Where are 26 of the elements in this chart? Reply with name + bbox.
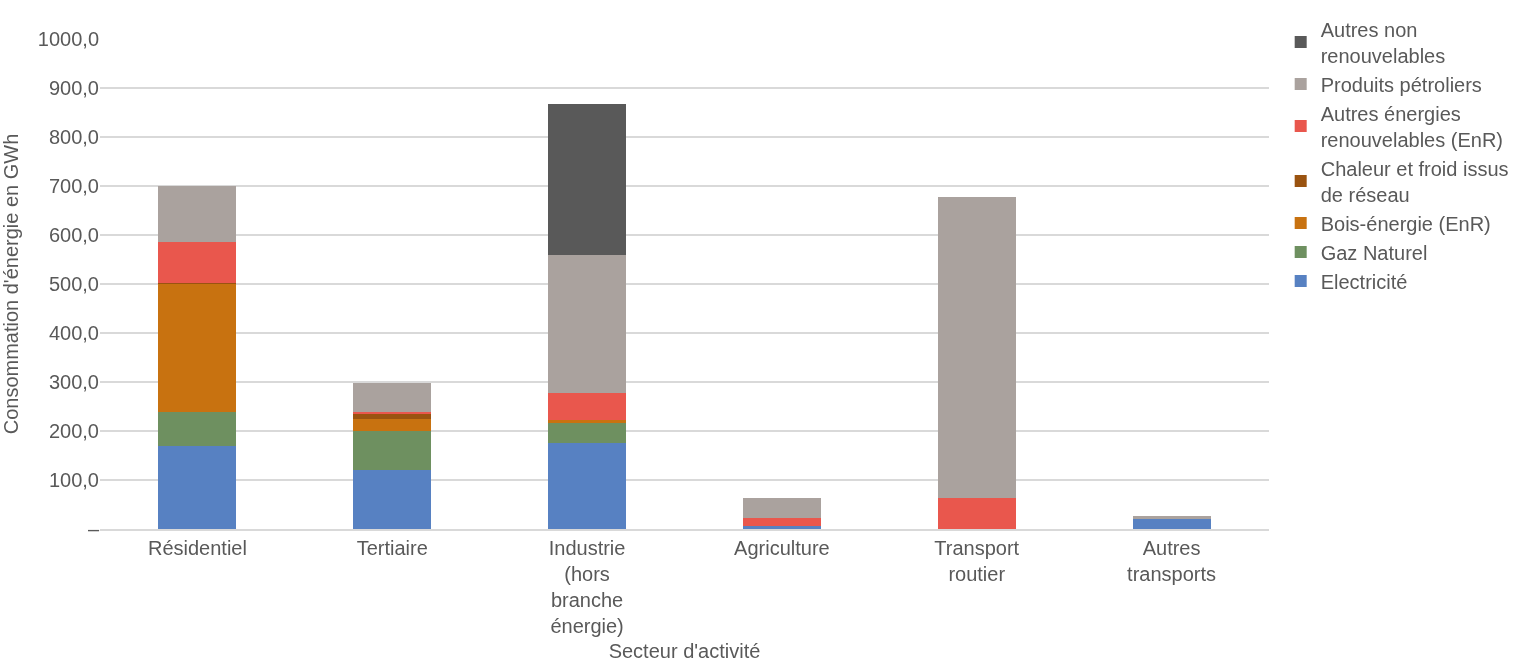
y-axis-title: Consommation d'énergie en GWh: [0, 133, 22, 435]
legend-label: Chaleur et froid issus de réseau: [1320, 157, 1509, 206]
y-tick-label: 1000,0: [37, 28, 99, 50]
y-tick-label: 300,0: [48, 371, 99, 393]
x-axis-title: Secteur d'activité: [608, 639, 761, 662]
legend-label: Autres énergies renouvelables (EnR): [1320, 102, 1504, 151]
legend-label: Electricité: [1320, 270, 1408, 293]
y-tick-label: 900,0: [48, 77, 99, 99]
y-tick-label: 100,0: [48, 469, 99, 491]
y-tick-label: 600,0: [48, 224, 99, 246]
x-tick-label: Tertiaire: [356, 536, 428, 559]
x-tick-label: Agriculture: [734, 536, 830, 559]
y-tick-label: 200,0: [48, 420, 99, 442]
legend-label: Gaz Naturel: [1320, 241, 1428, 264]
x-tick-label: Résidentiel: [147, 536, 247, 559]
legend-label: Produits pétroliers: [1320, 73, 1482, 96]
x-tick-label: Autres transports: [1127, 536, 1217, 585]
y-tick-label: 500,0: [48, 273, 99, 295]
y-tick-label: –: [87, 518, 100, 540]
legend-label: Autres non renouvelables: [1320, 18, 1446, 67]
x-tick-label: Transport routier: [934, 536, 1020, 585]
y-tick-label: 700,0: [48, 175, 99, 197]
legend-label: Bois-énergie (EnR): [1320, 212, 1491, 235]
y-tick-label: 800,0: [48, 126, 99, 148]
y-tick-label: 400,0: [48, 322, 99, 344]
x-tick-label: Industrie (hors branche énergie): [548, 536, 626, 637]
